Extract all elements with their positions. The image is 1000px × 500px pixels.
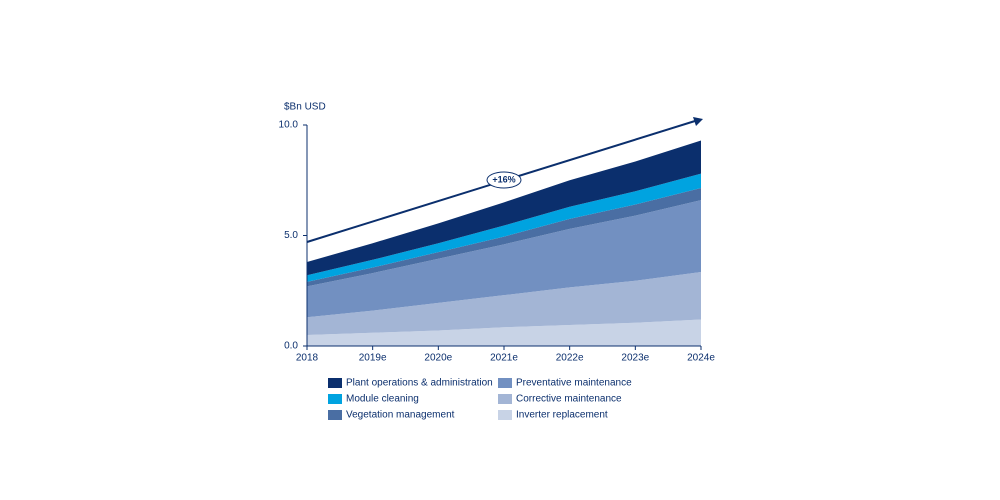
legend-swatch	[328, 394, 342, 404]
legend-label: Vegetation management	[346, 410, 455, 421]
legend-swatch	[498, 410, 512, 420]
legend-label: Preventative maintenance	[516, 378, 632, 389]
legend-swatch	[498, 394, 512, 404]
x-tick-label: 2020e	[424, 353, 452, 364]
x-tick-label: 2018	[296, 353, 319, 364]
area	[307, 173, 701, 282]
y-tick-label: 5.0	[284, 230, 298, 241]
x-tick-label: 2022e	[556, 353, 584, 364]
y-axis-label: $Bn USD	[284, 102, 326, 113]
area	[307, 140, 701, 276]
legend-swatch	[328, 410, 342, 420]
y-tick-label: 0.0	[284, 341, 298, 352]
legend-label: Corrective maintenance	[516, 394, 622, 405]
arrow-head	[693, 117, 703, 126]
annotation: +16%	[492, 174, 515, 184]
area	[307, 271, 701, 335]
x-tick-label: 2021e	[490, 353, 518, 364]
legend-swatch	[498, 378, 512, 388]
x-tick-label: 2023e	[621, 353, 649, 364]
area	[307, 200, 701, 318]
legend-label: Module cleaning	[346, 394, 419, 405]
legend-label: Inverter replacement	[516, 410, 608, 421]
legend-swatch	[328, 378, 342, 388]
y-tick-label: 10.0	[279, 120, 299, 131]
legend-label: Plant operations & administration	[346, 378, 493, 389]
area	[307, 187, 701, 287]
area	[307, 319, 701, 346]
x-tick-label: 2019e	[359, 353, 387, 364]
x-tick-label: 2024e	[687, 353, 715, 364]
annotation-bubble	[486, 171, 522, 189]
